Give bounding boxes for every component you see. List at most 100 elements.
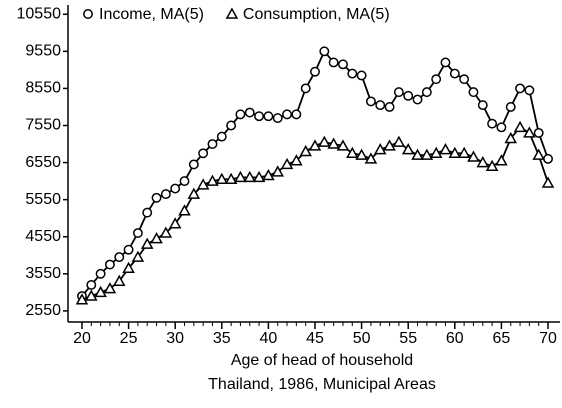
marker	[543, 153, 553, 164]
marker	[206, 174, 219, 186]
marker	[467, 150, 480, 162]
marker	[291, 109, 302, 120]
marker	[207, 139, 218, 149]
marker	[151, 192, 162, 203]
marker	[160, 189, 171, 200]
marker	[504, 131, 518, 144]
marker	[122, 261, 135, 273]
marker	[523, 126, 536, 138]
y-tick-label: 8550	[25, 80, 61, 97]
marker	[252, 170, 266, 183]
marker	[375, 100, 386, 111]
marker	[140, 237, 154, 249]
marker	[373, 143, 387, 155]
marker	[198, 148, 209, 159]
marker	[215, 172, 229, 185]
marker	[85, 289, 98, 301]
marker	[290, 154, 303, 166]
marker	[336, 139, 350, 151]
marker	[159, 226, 173, 238]
marker	[187, 187, 201, 199]
marker	[411, 148, 424, 160]
marker	[403, 90, 414, 101]
y-tick-label: 3550	[25, 265, 61, 282]
marker	[505, 102, 516, 112]
marker	[114, 252, 125, 263]
marker	[346, 146, 359, 159]
marker	[487, 118, 498, 129]
y-tick-label: 9550	[25, 43, 61, 60]
marker	[75, 293, 89, 305]
marker	[104, 259, 115, 270]
y-tick-label: 7550	[25, 117, 61, 134]
marker	[95, 268, 106, 279]
marker	[459, 74, 470, 85]
x-tick-label: 40	[259, 330, 277, 347]
marker	[495, 154, 508, 166]
marker	[170, 183, 181, 194]
marker	[338, 59, 348, 70]
marker	[299, 144, 312, 157]
x-tick-label: 65	[493, 330, 511, 347]
marker	[356, 70, 367, 81]
marker	[401, 143, 415, 155]
x-tick-label: 50	[353, 330, 371, 347]
marker	[347, 68, 358, 79]
marker	[132, 228, 143, 238]
marker	[541, 176, 555, 188]
marker	[420, 148, 434, 160]
marker	[94, 285, 107, 298]
x-tick-label: 45	[306, 330, 324, 347]
marker	[103, 282, 117, 294]
marker	[300, 83, 311, 94]
marker	[262, 169, 275, 181]
marker	[216, 131, 227, 142]
marker	[254, 111, 265, 122]
marker	[457, 146, 471, 159]
marker	[168, 217, 182, 229]
legend-label: Income, MA(5)	[99, 6, 204, 23]
x-tick-label: 20	[73, 330, 91, 347]
y-tick-label: 10550	[17, 5, 62, 22]
marker	[524, 85, 535, 96]
marker	[86, 279, 97, 290]
marker	[513, 120, 527, 133]
marker	[243, 170, 257, 183]
marker	[142, 207, 153, 218]
marker	[393, 87, 404, 98]
marker	[449, 68, 460, 79]
marker	[178, 204, 191, 216]
marker	[179, 176, 190, 187]
series-line	[81, 49, 549, 297]
marker	[327, 137, 340, 149]
marker	[485, 159, 499, 172]
marker	[421, 87, 432, 98]
marker	[280, 157, 294, 170]
marker	[477, 100, 488, 111]
marker	[310, 66, 320, 77]
marker	[448, 146, 462, 159]
x-tick-label: 30	[166, 330, 184, 347]
marker	[112, 274, 126, 286]
marker	[383, 139, 396, 151]
legend-label: Consumption, MA(5)	[243, 6, 390, 23]
marker	[328, 57, 339, 68]
marker	[319, 46, 330, 57]
marker	[440, 57, 451, 68]
x-tick-label: 55	[399, 330, 417, 347]
marker	[150, 232, 163, 244]
marker	[308, 139, 322, 151]
marker	[365, 96, 376, 107]
marker	[532, 148, 545, 160]
marker	[234, 170, 247, 183]
marker	[496, 122, 507, 133]
marker	[515, 83, 526, 94]
y-tick-label: 4550	[25, 228, 61, 245]
marker	[244, 107, 255, 118]
marker	[123, 244, 134, 255]
marker	[318, 135, 331, 147]
caption: Thailand, 1986, Municipal Areas	[208, 376, 436, 393]
x-tick-label: 70	[539, 330, 557, 347]
marker	[384, 102, 395, 112]
